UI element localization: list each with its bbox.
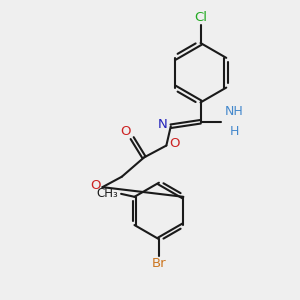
Text: Cl: Cl (194, 11, 207, 24)
Text: Br: Br (152, 257, 166, 270)
Text: CH₃: CH₃ (96, 187, 118, 200)
Text: O: O (120, 125, 131, 138)
Text: O: O (169, 137, 180, 150)
Text: H: H (230, 125, 239, 138)
Text: N: N (158, 118, 168, 131)
Text: O: O (91, 179, 101, 192)
Text: NH: NH (224, 105, 243, 118)
